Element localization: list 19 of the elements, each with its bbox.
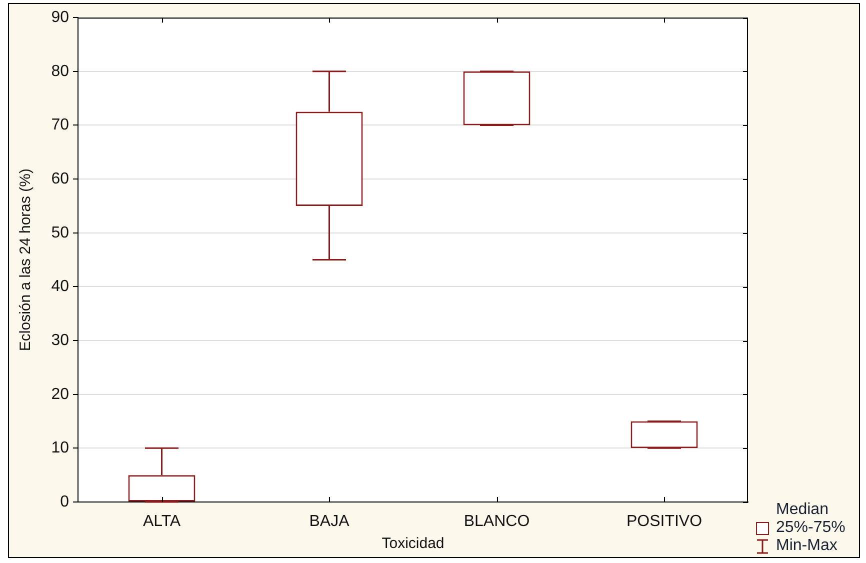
y-tick-label: 90 — [51, 9, 70, 26]
x-tick-label: BLANCO — [464, 513, 530, 530]
y-tick-label: 0 — [60, 493, 70, 510]
x-axis-title: Toxicidad — [382, 535, 444, 552]
text: Median — [776, 501, 828, 519]
x-tick-label: POSITIVO — [626, 513, 702, 530]
y-tick-label: 10 — [51, 440, 70, 457]
y-tick-label: 30 — [51, 332, 70, 349]
y-tick-label: 80 — [51, 62, 70, 80]
y-tick-label: 20 — [51, 386, 70, 403]
y-axis-title: Eclosión a las 24 horas (%) — [17, 168, 34, 352]
y-tick-label: 50 — [51, 224, 70, 242]
y-tick-label: 60 — [51, 170, 70, 188]
x-tick-label: ALTA — [142, 513, 181, 530]
x-tick-label: BAJA — [309, 513, 350, 530]
y-tick-label: 40 — [51, 278, 70, 296]
text: 25%-75% — [776, 519, 846, 537]
text: Min-Max — [776, 537, 838, 555]
y-tick-label: 70 — [51, 116, 70, 134]
